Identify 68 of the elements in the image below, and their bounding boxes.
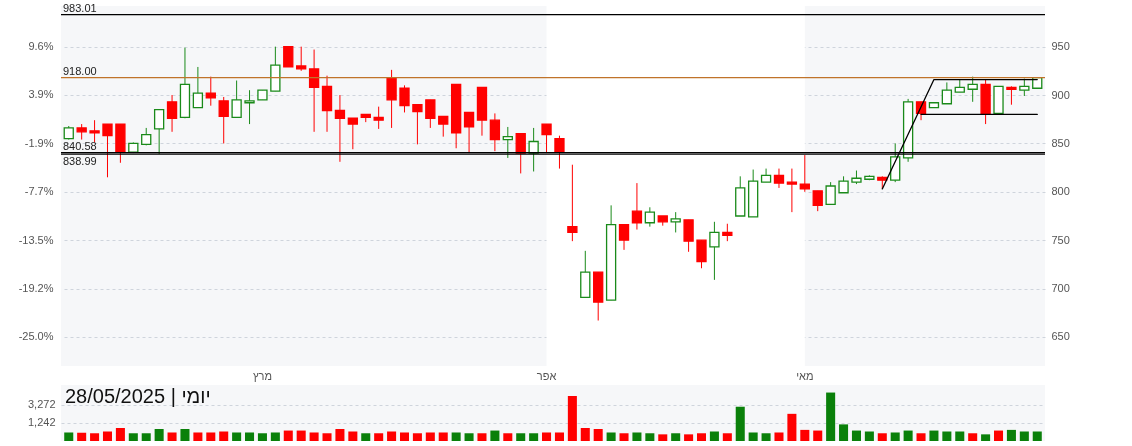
y2-tick-label: -25.0% xyxy=(18,330,54,343)
candlestick xyxy=(631,182,643,231)
candlestick xyxy=(218,96,229,144)
y2-tick-label: -19.2% xyxy=(18,281,54,294)
candlestick xyxy=(812,190,823,212)
candlestick xyxy=(825,181,836,206)
candlestick xyxy=(515,133,526,174)
candlestick xyxy=(231,80,242,118)
candlestick xyxy=(786,168,798,213)
ref-line-label: 983.01 xyxy=(63,1,97,14)
candlestick xyxy=(489,112,501,152)
candlestick xyxy=(373,106,384,130)
candlestick xyxy=(890,142,901,183)
x-tick-label: אפר xyxy=(536,369,557,382)
ref-line-label: 840.58 xyxy=(63,139,97,152)
candlestick xyxy=(425,99,436,129)
y-tick-label: 900 xyxy=(1051,88,1070,101)
candlestick xyxy=(283,46,294,68)
ref-line-label: 918.00 xyxy=(63,64,97,77)
candlestick xyxy=(567,164,578,242)
y2-tick-label: -13.5% xyxy=(18,233,54,246)
candlestick xyxy=(244,89,255,125)
candlestick xyxy=(386,69,397,129)
candlestick xyxy=(644,206,656,228)
candlestick xyxy=(205,76,216,107)
candlestick xyxy=(438,115,449,138)
y2-tick-label: 3.9% xyxy=(28,87,54,100)
candlestick xyxy=(463,111,475,154)
candlestick xyxy=(334,94,346,163)
x-tick-label: מרץ xyxy=(252,369,272,382)
candlestick xyxy=(967,76,978,103)
candlestick xyxy=(192,66,204,109)
candlestick xyxy=(528,127,539,172)
candlestick xyxy=(554,135,565,170)
annotation: יומי | 28/05/2025 xyxy=(65,385,211,407)
y2-tick-label: 9.6% xyxy=(28,40,54,53)
candlestick xyxy=(166,94,178,133)
y-tick-label: 650 xyxy=(1051,330,1070,343)
candlestick xyxy=(347,117,359,150)
y-tick-label: 850 xyxy=(1051,136,1070,149)
y-tick-label: 3,272 xyxy=(27,398,56,411)
candlestick xyxy=(399,84,410,113)
candlestick xyxy=(773,168,785,189)
candlestick xyxy=(502,126,513,159)
y2-tick-label: -7.7% xyxy=(24,185,54,198)
candlestick xyxy=(412,104,423,145)
candlestick xyxy=(696,239,707,269)
y-tick-label: 750 xyxy=(1051,233,1070,246)
candlestick xyxy=(683,219,694,253)
candlestick xyxy=(670,211,681,233)
candlestick xyxy=(941,81,953,105)
candlestick xyxy=(296,46,307,72)
candlestick xyxy=(308,49,320,133)
y-tick-label: 1,242 xyxy=(27,416,56,429)
candlestick xyxy=(709,221,720,281)
y-tick-label: 800 xyxy=(1051,185,1070,198)
candlestick xyxy=(1006,85,1017,106)
ref-line-label: 838.99 xyxy=(63,155,97,168)
x-tick-label: מאי xyxy=(796,369,814,382)
candlestick xyxy=(153,108,165,155)
y-tick-label: 950 xyxy=(1051,40,1070,53)
candlestick xyxy=(618,224,630,251)
y2-tick-label: -1.9% xyxy=(24,136,54,149)
candlestick xyxy=(799,154,810,193)
candlestick xyxy=(541,123,552,154)
y-tick-label: 700 xyxy=(1051,282,1070,295)
candlestick xyxy=(89,119,100,143)
candlestick xyxy=(102,123,113,178)
